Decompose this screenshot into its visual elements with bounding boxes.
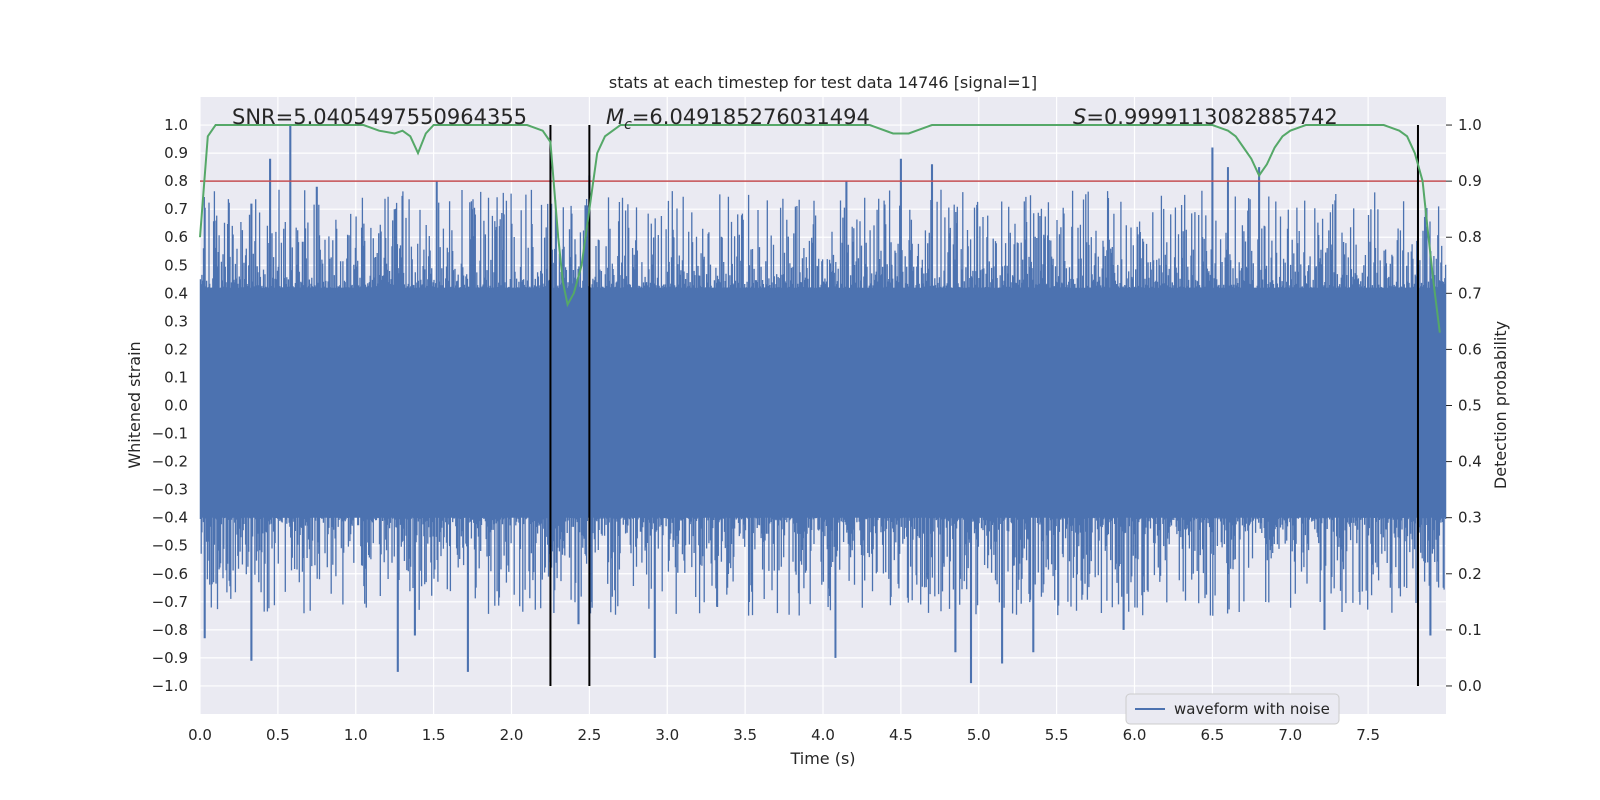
chirp-mass-symbol: M <box>606 105 624 129</box>
x-tick-label: 3.0 <box>655 726 679 744</box>
waveform-core <box>200 340 1446 468</box>
y-tick-label: −0.3 <box>152 481 188 499</box>
chirp-mass-annotation: Mc=6.049185276031494 <box>606 105 870 133</box>
y2-tick-label: 0.8 <box>1458 228 1482 246</box>
chirp-mass-subscript: c <box>624 117 632 133</box>
legend-label: waveform with noise <box>1174 700 1330 718</box>
y2-axis-ticks: 1.0 0.9 0.8 0.7 0.6 0.5 0.4 0.3 0.2 0.1 0.0 <box>1446 116 1482 695</box>
y-axis-ticks: 1.0 0.9 0.8 0.7 0.6 0.5 0.4 0.3 0.2 0.1 0.0 −0.1 −0.… <box>152 116 188 695</box>
y-tick-label: 0.6 <box>164 228 188 246</box>
y-tick-label: −0.7 <box>152 593 188 611</box>
y-tick-label: −0.6 <box>152 565 188 583</box>
chart-title: stats at each timestep for test data 147… <box>609 73 1037 92</box>
y2-tick-label: 0.6 <box>1458 340 1482 358</box>
y-axis-label: Whitened strain <box>125 341 144 468</box>
y-tick-label: −1.0 <box>152 677 188 695</box>
x-tick-label: 4.5 <box>889 726 913 744</box>
y2-tick-label: 0.5 <box>1458 397 1482 415</box>
y-tick-label: −0.9 <box>152 649 188 667</box>
chirp-mass-value: =6.049185276031494 <box>632 105 870 129</box>
x-tick-label: 0.5 <box>266 726 290 744</box>
legend-box <box>1125 693 1340 725</box>
x-tick-label: 1.0 <box>344 726 368 744</box>
x-tick-label: 2.5 <box>577 726 601 744</box>
probability-series <box>199 124 1441 333</box>
snr-annotation: SNR=5.0405497550964355 <box>232 105 527 129</box>
y-tick-label: 0.2 <box>164 340 188 358</box>
y2-axis-label: Detection probability <box>1491 321 1510 489</box>
legend: waveform with noise <box>1125 693 1340 725</box>
waveform-series <box>199 125 1447 684</box>
y2-tick-label: 0.1 <box>1458 621 1482 639</box>
y-tick-label: 0.8 <box>164 172 188 190</box>
y-tick-label: −0.2 <box>152 453 188 471</box>
y-tick-label: −0.8 <box>152 621 188 639</box>
x-tick-label: 5.5 <box>1045 726 1069 744</box>
score-annotation: S=0.9999113082885742 <box>1073 105 1338 129</box>
y2-tick-label: 0.3 <box>1458 509 1482 527</box>
y-tick-label: −0.1 <box>152 425 188 443</box>
x-tick-label: 3.5 <box>733 726 757 744</box>
y-tick-label: 0.3 <box>164 312 188 330</box>
x-tick-label: 7.0 <box>1278 726 1302 744</box>
y2-tick-label: 1.0 <box>1458 116 1482 134</box>
x-tick-label: 1.5 <box>422 726 446 744</box>
y-tick-label: 1.0 <box>164 116 188 134</box>
y-tick-label: 0.4 <box>164 284 188 302</box>
y-tick-label: −0.5 <box>152 537 188 555</box>
score-symbol: S <box>1073 105 1086 129</box>
y-tick-label: 0.7 <box>164 200 188 218</box>
x-axis-label: Time (s) <box>789 749 855 768</box>
x-tick-label: 2.0 <box>500 726 524 744</box>
y2-tick-label: 0.2 <box>1458 565 1482 583</box>
y2-tick-label: 0.4 <box>1458 453 1482 471</box>
y2-tick-label: 0.0 <box>1458 677 1482 695</box>
y-tick-label: 0.1 <box>164 368 188 386</box>
event-markers <box>549 125 1419 686</box>
x-tick-label: 5.0 <box>967 726 991 744</box>
score-value: =0.9999113082885742 <box>1086 105 1337 129</box>
y-tick-label: 0.0 <box>164 397 188 415</box>
x-tick-label: 6.5 <box>1200 726 1224 744</box>
y-tick-label: −0.4 <box>152 509 188 527</box>
y2-tick-label: 0.7 <box>1458 284 1482 302</box>
x-axis-ticks: 0.0 0.5 1.0 1.5 2.0 2.5 3.0 3.5 4.0 4.5 5.0 5.5 6.0 6… <box>188 726 1380 744</box>
y2-tick-label: 0.9 <box>1458 172 1482 190</box>
y-tick-label: 0.5 <box>164 256 188 274</box>
x-tick-label: 0.0 <box>188 726 212 744</box>
x-tick-label: 6.0 <box>1123 726 1147 744</box>
x-tick-label: 7.5 <box>1356 726 1380 744</box>
y-tick-label: 0.9 <box>164 144 188 162</box>
x-tick-label: 4.0 <box>811 726 835 744</box>
